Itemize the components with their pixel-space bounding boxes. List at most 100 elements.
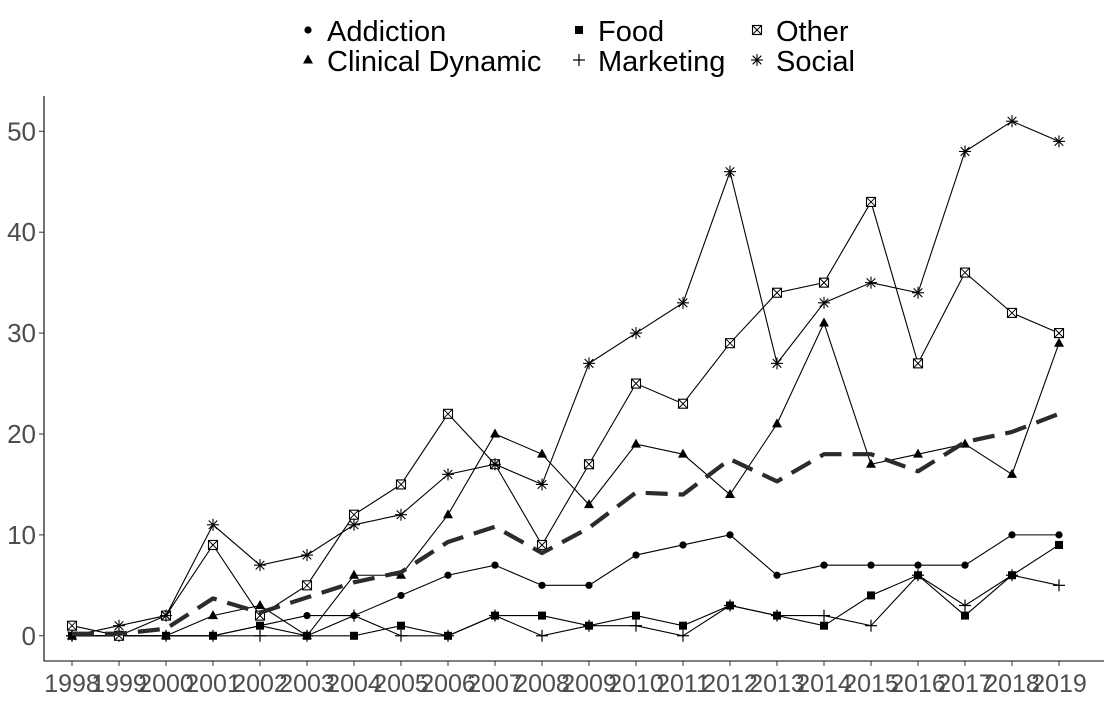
data-point-food (820, 621, 828, 630)
data-point-other (1006, 307, 1018, 318)
data-point-other (912, 358, 924, 369)
data-point-marketing (254, 629, 266, 642)
data-point-social (959, 145, 971, 158)
data-point-other (348, 509, 360, 520)
data-point-clinical-dynamic (913, 448, 923, 458)
x-tick-label: 2018 (984, 670, 1040, 698)
data-point-food (1055, 540, 1063, 549)
y-tick-label: 50 (7, 116, 36, 146)
data-point-clinical-dynamic (443, 509, 453, 519)
legend-item-marketing: Marketing (573, 46, 725, 78)
data-point-social (395, 508, 407, 521)
legend-label-other: Other (776, 16, 849, 48)
x-tick-label: 2010 (608, 670, 664, 698)
legend-label-addiction: Addiction (327, 16, 446, 48)
data-point-other (630, 378, 642, 389)
data-point-marketing (160, 629, 172, 642)
data-point-social (912, 286, 924, 299)
data-point-social (818, 296, 830, 309)
data-point-marketing (207, 629, 219, 642)
data-point-addiction (773, 571, 781, 579)
data-point-addiction (914, 561, 922, 569)
data-point-clinical-dynamic (1007, 468, 1017, 478)
data-point-clinical-dynamic (490, 428, 500, 438)
data-point-social (1053, 135, 1065, 148)
x-tick-label: 2017 (937, 670, 993, 698)
data-point-addiction (632, 551, 640, 559)
data-point-clinical-dynamic (725, 489, 735, 499)
legend-key-marketing (573, 54, 585, 66)
legend-item-addiction: Addiction (304, 16, 446, 48)
data-point-marketing (771, 609, 783, 622)
data-point-other (771, 287, 783, 298)
x-tick-label: 2019 (1031, 670, 1087, 698)
data-point-clinical-dynamic (537, 448, 547, 458)
data-point-marketing (536, 629, 548, 642)
legend-key-social (751, 54, 763, 66)
data-point-clinical-dynamic (772, 418, 782, 428)
data-point-clinical-dynamic (631, 438, 641, 448)
legend-key-addiction (304, 26, 312, 34)
data-point-other (536, 539, 548, 551)
data-point-other (865, 196, 877, 207)
data-point-marketing (1053, 579, 1065, 592)
x-tick-label: 1998 (44, 670, 100, 698)
series-line-other (71, 200, 1060, 637)
legend-label-social: Social (776, 46, 855, 78)
data-point-other (583, 459, 595, 470)
data-point-addiction (491, 561, 499, 569)
data-point-social (583, 357, 595, 370)
data-point-food (961, 611, 969, 620)
x-tick-label: 2009 (561, 670, 617, 698)
legend-item-clinical-dynamic: Clinical Dynamic (303, 46, 541, 78)
data-point-addiction (679, 541, 687, 549)
mean-trend-line (72, 411, 1060, 636)
data-point-social (113, 619, 125, 632)
series-line-clinical-dynamic (72, 321, 1060, 637)
x-tick-label: 2002 (232, 670, 288, 698)
series-line-social (71, 120, 1060, 637)
data-point-other (1053, 328, 1065, 339)
legend-label-food: Food (598, 16, 664, 48)
data-point-other (677, 398, 689, 409)
data-point-social (1006, 115, 1018, 128)
data-point-addiction (867, 561, 875, 569)
x-tick-label: 2000 (138, 670, 194, 698)
data-point-clinical-dynamic (255, 600, 265, 610)
data-point-other (959, 267, 971, 278)
data-point-marketing (912, 569, 924, 582)
x-tick-label: 2011 (656, 670, 710, 698)
x-tick-label: 2013 (749, 670, 805, 698)
data-point-marketing (677, 629, 689, 642)
legend-item-food: Food (575, 16, 664, 48)
data-point-addiction (444, 571, 452, 579)
data-point-social (207, 518, 219, 531)
legend-key-other (751, 24, 763, 36)
data-point-clinical-dynamic (349, 569, 359, 579)
legend-key-clinical-dynamic (303, 54, 313, 64)
data-point-other (818, 277, 830, 288)
data-point-addiction (726, 531, 734, 539)
x-tick-label: 2004 (326, 670, 382, 698)
plot-area (66, 115, 1065, 642)
data-point-marketing (1006, 569, 1018, 582)
data-point-addiction (538, 581, 546, 589)
data-point-social (536, 478, 548, 491)
y-tick-label: 40 (7, 217, 36, 247)
data-point-other (395, 479, 407, 490)
data-point-addiction (303, 611, 311, 620)
x-tick-label: 2001 (185, 670, 241, 698)
data-point-marketing (818, 609, 830, 622)
series-line-food (72, 544, 1060, 637)
x-tick-label: 2008 (514, 670, 570, 698)
x-tick-label: 2003 (279, 670, 335, 698)
data-point-other (442, 408, 454, 419)
data-point-social (677, 296, 689, 309)
legend-key-food (575, 26, 583, 34)
data-point-marketing (583, 619, 595, 632)
x-tick-label: 2015 (843, 670, 899, 698)
y-tick-label: 20 (7, 419, 36, 449)
data-point-clinical-dynamic (678, 448, 688, 458)
